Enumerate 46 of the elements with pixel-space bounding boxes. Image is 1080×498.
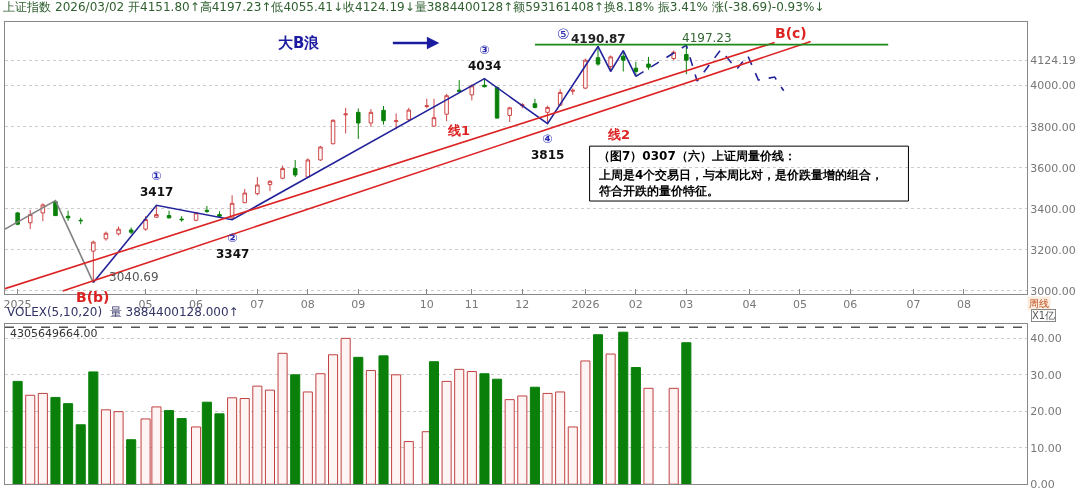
x-tick-label: 02	[628, 298, 643, 312]
y-tick-label: 3800.00	[1030, 120, 1076, 134]
x-tick-label: 10	[419, 298, 434, 312]
chart-title: 上证指数 2026/03/02 开4151.80↑高4197.23↑低4055.41↓收4124.19↓量3884400128↑额593161408↑换8.18% 振3.41% 涨(-38.69)-0.93%↓	[3, 0, 825, 14]
y-tick-label: 3400.00	[1030, 202, 1076, 216]
annotation: 上周是4个交易日，与本周比对，是价跌量增的组合，	[598, 168, 884, 182]
x-tick-label: 2026	[571, 298, 600, 312]
x-tick-label: 05	[792, 298, 807, 312]
annotation: 线2	[607, 127, 631, 142]
annotation: 4305649664.00	[10, 327, 98, 340]
y-tick-label: 3600.00	[1030, 161, 1076, 175]
annotation: 4190.87	[571, 32, 626, 46]
annotation: 符合开跌的量价特征。	[598, 184, 719, 198]
y-tick-label: 4124.19	[1030, 54, 1076, 67]
y-tick-label: 20.00	[1030, 405, 1062, 419]
x-tick-label: 04	[742, 298, 757, 312]
y-tick-label: 10.00	[1030, 441, 1062, 455]
y-tick-label: 3200.00	[1030, 243, 1076, 257]
x-tick-label: 12	[515, 298, 530, 312]
x-tick-label: 08	[300, 298, 315, 312]
x-tick-label: 11	[464, 298, 479, 312]
annotation: （图7）0307（六）上证周量价线：	[598, 149, 796, 163]
text: 周线	[1029, 298, 1049, 309]
y-tick-label: 40.00	[1030, 332, 1062, 346]
x-tick-label: 07	[250, 298, 265, 312]
x-tick-label: 07	[906, 298, 921, 312]
annotation: ① 3417	[140, 169, 174, 199]
annotation: ⑤	[557, 26, 570, 42]
x-tick-label: 06	[843, 298, 858, 312]
y-tick-label: 0.00	[1030, 478, 1055, 492]
annotation: ② 3347	[216, 231, 250, 261]
annotation: 4197.23	[682, 31, 732, 45]
annotation: ③ 4034	[468, 43, 502, 73]
annotation: ④ 3815	[531, 132, 565, 162]
x-tick-label: 03	[679, 298, 694, 312]
annotation: B(b)	[76, 289, 110, 305]
y-tick-label: 30.00	[1030, 368, 1062, 382]
annotation: 3040.69	[109, 270, 159, 284]
y-tick-label: 3000.00	[1030, 284, 1076, 298]
y-axis-title: X1亿	[1032, 310, 1056, 321]
x-tick-label: 09	[351, 298, 366, 312]
x-tick-label: 08	[956, 298, 971, 312]
annotation: B(c)	[775, 25, 807, 41]
annotation: 线1	[447, 123, 471, 138]
y-tick-label: 4000.00	[1030, 79, 1076, 93]
annotation: 大B浪	[278, 34, 321, 52]
